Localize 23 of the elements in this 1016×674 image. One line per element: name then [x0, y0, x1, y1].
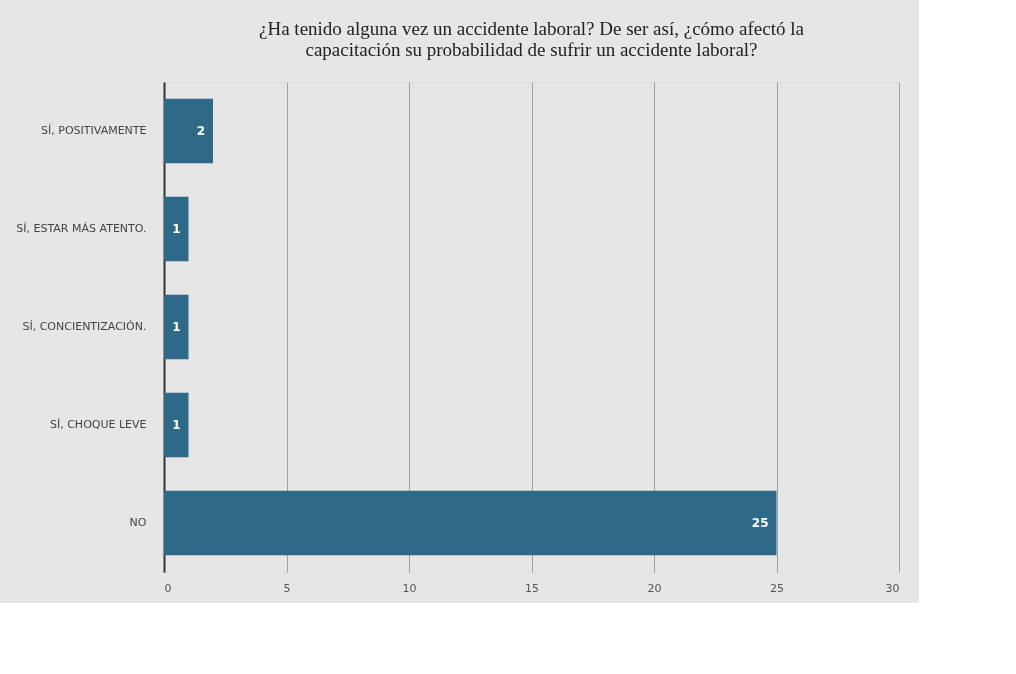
- x-tick-label: 20: [647, 581, 662, 595]
- data-label: 1: [172, 320, 181, 334]
- y-tick-label: NO: [129, 516, 147, 529]
- bar: [164, 294, 189, 360]
- x-tick-label: 10: [402, 581, 417, 595]
- bar: [164, 490, 777, 556]
- x-tick-label: 30: [885, 581, 900, 595]
- x-tick-label: 25: [770, 581, 784, 595]
- y-tick-label: SÍ, CHOQUE LEVE: [49, 418, 147, 431]
- data-label: 25: [751, 516, 769, 530]
- x-tick-label: 0: [164, 581, 172, 595]
- y-tick-label: SÍ, POSITIVAMENTE: [41, 124, 147, 137]
- x-tick-label: 15: [525, 581, 539, 595]
- chart-title: ¿Ha tenido alguna vez un accidente laboral? De ser así, ¿cómo afectó la capacitación su probabilidad de sufrir un accidente laboral?: [259, 18, 805, 60]
- x-tick-label: 5: [283, 581, 291, 595]
- y-tick-label: SÍ, CONCIENTIZACIÓN.: [22, 320, 147, 333]
- bar: [164, 392, 189, 458]
- data-label: 1: [172, 222, 181, 236]
- data-label: 1: [172, 418, 181, 432]
- data-label: 2: [196, 124, 205, 138]
- bar: [164, 196, 189, 262]
- y-tick-label: SÍ, ESTAR MÁS ATENTO.: [16, 222, 147, 235]
- bar: [164, 98, 213, 164]
